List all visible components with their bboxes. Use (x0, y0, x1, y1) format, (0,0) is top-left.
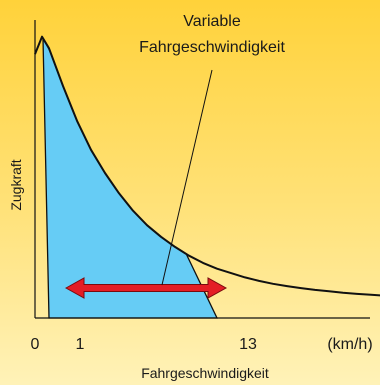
annotation-line-2: Fahrgeschwindigkeit (139, 39, 285, 56)
x-axis-label: Fahrgeschwindigkeit (141, 365, 269, 381)
x-tick-label-1: 1 (76, 336, 85, 353)
x-tick-label-0: 0 (31, 336, 40, 353)
x-tick-label-13: 13 (239, 336, 257, 353)
y-axis-label: Zugkraft (8, 159, 24, 210)
shaded-area (43, 38, 217, 318)
annotation-line-1: Variable (183, 13, 241, 30)
x-axis-unit: (km/h) (327, 336, 372, 353)
annotation-pointer (162, 70, 212, 285)
